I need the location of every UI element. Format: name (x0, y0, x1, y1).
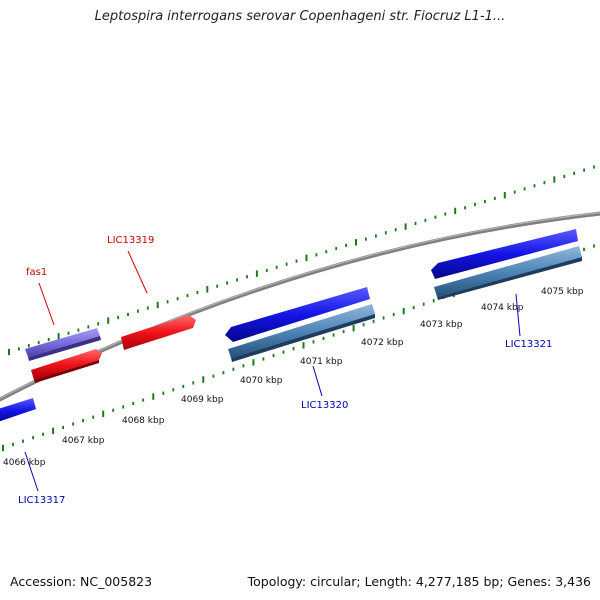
gene-label-lic13319[interactable]: LIC13319 (107, 235, 154, 246)
position-label-4072: 4072 kbp (361, 338, 404, 348)
position-label-4073: 4073 kbp (420, 320, 463, 330)
feature-lic13320-cds[interactable] (228, 304, 375, 362)
feature-lic13317-gene[interactable] (0, 398, 36, 423)
feature-lic13321-gene[interactable] (431, 229, 578, 279)
position-label-4066: 4066 kbp (3, 458, 46, 468)
position-label-4069: 4069 kbp (181, 395, 224, 405)
accession-info: Accession: NC_005823 (10, 574, 153, 589)
fas1-label-line (38, 282, 55, 326)
forward-strand-ticks (8, 165, 595, 356)
position-label-4067: 4067 kbp (62, 436, 105, 446)
position-label-4071: 4071 kbp (300, 357, 343, 367)
feature-lic13320-gene[interactable] (225, 287, 370, 342)
feature-lic13321-cds[interactable] (434, 246, 582, 300)
lic13320-label-line (312, 365, 323, 397)
feature-lic13319-gene[interactable] (121, 315, 196, 350)
lic13319-label-line (127, 250, 148, 294)
gene-label-fas1[interactable]: fas1 (26, 267, 47, 278)
position-labels: 4066 kbp 4067 kbp 4068 kbp 4069 kbp 4070… (3, 287, 584, 468)
genome-summary: Topology: circular; Length: 4,277,185 bp… (247, 574, 591, 589)
position-label-4075: 4075 kbp (541, 287, 584, 297)
feature-fas1-cds[interactable] (25, 328, 101, 361)
map-title: Leptospira interrogans serovar Copenhage… (94, 9, 506, 24)
position-label-4074: 4074 kbp (481, 303, 524, 313)
lic13321-label-line (515, 293, 521, 337)
position-label-4070: 4070 kbp (240, 376, 283, 386)
lic13317-label-line (24, 451, 39, 492)
gene-label-lic13321[interactable]: LIC13321 (505, 339, 552, 350)
position-label-4068: 4068 kbp (122, 416, 165, 426)
feature-fas1-gene[interactable] (31, 349, 102, 383)
gene-label-lic13320[interactable]: LIC13320 (301, 400, 348, 411)
gene-label-lic13317[interactable]: LIC13317 (18, 495, 65, 506)
